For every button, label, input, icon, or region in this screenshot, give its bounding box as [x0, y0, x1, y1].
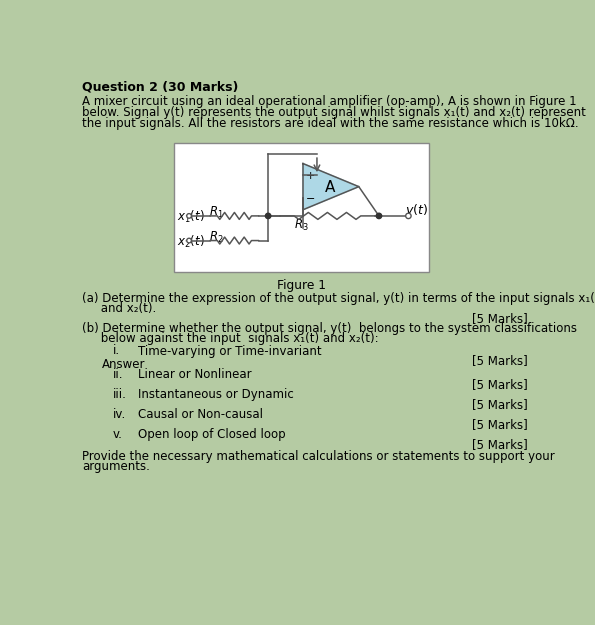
Circle shape [406, 213, 411, 219]
Text: arguments.: arguments. [82, 460, 150, 473]
Text: Causal or Non-causal: Causal or Non-causal [138, 408, 263, 421]
Text: $R_2$: $R_2$ [209, 230, 224, 245]
Text: $x_1(t)$: $x_1(t)$ [177, 209, 205, 225]
Text: iv.: iv. [113, 408, 126, 421]
Text: (b) Determine whether the output signal, y(t)  belongs to the system classificat: (b) Determine whether the output signal,… [82, 322, 577, 335]
Text: [5 Marks]: [5 Marks] [472, 439, 528, 451]
Text: Question 2 (30 Marks): Question 2 (30 Marks) [82, 81, 239, 93]
Text: below against the input  signals x₁(t) and x₂(t):: below against the input signals x₁(t) an… [82, 332, 379, 345]
Text: [5 Marks]: [5 Marks] [472, 418, 528, 431]
Text: $R_3$: $R_3$ [294, 218, 308, 233]
Text: Instantaneous or Dynamic: Instantaneous or Dynamic [138, 388, 294, 401]
Text: $y(t)$: $y(t)$ [405, 202, 428, 219]
Text: [5 Marks]: [5 Marks] [472, 312, 528, 325]
Text: v.: v. [113, 428, 123, 441]
Circle shape [187, 238, 192, 243]
Text: A: A [325, 181, 335, 196]
Text: and x₂(t).: and x₂(t). [82, 302, 156, 315]
Text: the input signals. All the resistors are ideal with the same resistance which is: the input signals. All the resistors are… [82, 117, 579, 129]
Text: (a) Determine the expression of the output signal, y(t) in terms of the input si: (a) Determine the expression of the outp… [82, 292, 595, 305]
Bar [174, 142, 430, 272]
Text: −: − [306, 194, 315, 204]
Text: Time-varying or Time-invariant: Time-varying or Time-invariant [138, 344, 321, 357]
Text: [5 Marks]: [5 Marks] [472, 398, 528, 411]
Text: below. Signal y(t) represents the output signal whilst signals x₁(t) and x₂(t) r: below. Signal y(t) represents the output… [82, 106, 586, 119]
Text: iii.: iii. [113, 388, 127, 401]
Text: Linear or Nonlinear: Linear or Nonlinear [138, 368, 252, 381]
Text: Answer: Answer [102, 358, 145, 371]
Text: Provide the necessary mathematical calculations or statements to support your: Provide the necessary mathematical calcu… [82, 450, 555, 463]
Text: A mixer circuit using an ideal operational amplifier (op-amp), A is shown in Fig: A mixer circuit using an ideal operation… [82, 95, 577, 108]
Text: Open loop of Closed loop: Open loop of Closed loop [138, 428, 286, 441]
Circle shape [376, 213, 381, 219]
Text: [5 Marks]: [5 Marks] [472, 354, 528, 367]
Text: ii.: ii. [113, 368, 124, 381]
Text: [5 Marks]: [5 Marks] [472, 378, 528, 391]
Text: +: + [306, 171, 315, 181]
Text: Figure 1: Figure 1 [277, 279, 326, 292]
Text: $x_2(t)$: $x_2(t)$ [177, 234, 205, 250]
Circle shape [265, 213, 271, 219]
Circle shape [187, 214, 192, 218]
Polygon shape [303, 164, 359, 210]
Text: $R_1$: $R_1$ [209, 205, 224, 220]
Text: i.: i. [113, 344, 120, 357]
